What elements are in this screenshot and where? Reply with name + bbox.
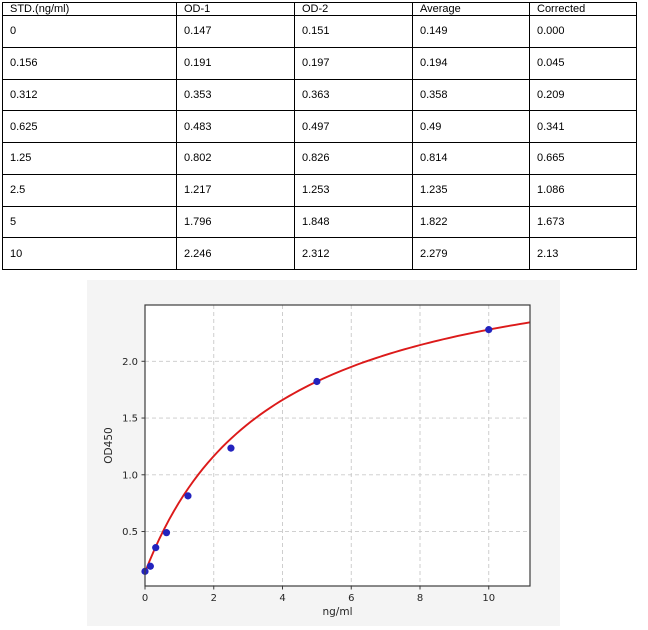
table-row: 2.5 1.217 1.253 1.235 1.086 <box>2 173 637 207</box>
table-cell: 0.151 <box>294 15 413 48</box>
plot-frame <box>144 304 531 587</box>
table-cell: 5 <box>2 205 177 239</box>
table-cell: 2.13 <box>529 237 637 270</box>
x-tick-label: 8 <box>417 593 423 604</box>
plot-area <box>145 305 530 586</box>
table-cell: 2.312 <box>294 237 413 270</box>
y-tick-label: 1.0 <box>122 470 138 481</box>
fit-curve <box>144 321 531 573</box>
data-point <box>485 326 493 334</box>
table-row: 10 2.246 2.312 2.279 2.13 <box>2 237 637 270</box>
data-point <box>227 444 235 452</box>
x-axis-label: ng/ml <box>322 606 352 618</box>
table-cell: 0.197 <box>294 46 413 80</box>
column-header: OD-1 <box>176 2 295 16</box>
x-tick-label: 4 <box>279 593 285 604</box>
table-cell: 1.086 <box>529 173 637 207</box>
y-tick-label: 0.5 <box>122 527 138 538</box>
table-row: 0.312 0.353 0.363 0.358 0.209 <box>2 78 637 112</box>
table-cell: 0.497 <box>294 110 413 143</box>
table-cell: 0.147 <box>176 15 295 48</box>
table-cell: 10 <box>2 237 177 270</box>
data-point <box>184 492 192 500</box>
table-cell: 2.5 <box>2 173 177 207</box>
table-cell: 0.194 <box>412 46 530 80</box>
column-header: Corrected <box>529 2 637 16</box>
y-axis-label: OD450 <box>103 427 115 463</box>
table-cell: 0.665 <box>529 142 637 175</box>
table-cell: 0.826 <box>294 142 413 175</box>
column-header: Average <box>412 2 530 16</box>
table-cell: 0.149 <box>412 15 530 48</box>
table-row: 0.625 0.483 0.497 0.49 0.341 <box>2 110 637 143</box>
table-cell: 0.156 <box>2 46 177 80</box>
table-cell: 1.848 <box>294 205 413 239</box>
table-cell: 0.802 <box>176 142 295 175</box>
table-row: 0 0.147 0.151 0.149 0.000 <box>2 15 637 48</box>
table-cell: 0.312 <box>2 78 177 112</box>
data-point <box>152 544 160 552</box>
table-cell: 2.246 <box>176 237 295 270</box>
table-cell: 0.358 <box>412 78 530 112</box>
table-cell: 1.235 <box>412 173 530 207</box>
table-row: 1.25 0.802 0.826 0.814 0.665 <box>2 142 637 175</box>
data-point <box>146 562 154 570</box>
standard-curve-plot: 0 2 4 6 8 10 0.5 1.0 1.5 2.0 ng/ml OD450 <box>103 304 531 618</box>
table-cell: 1.673 <box>529 205 637 239</box>
table-cell: 0.483 <box>176 110 295 143</box>
table-cell: 0.209 <box>529 78 637 112</box>
table-cell: 1.822 <box>412 205 530 239</box>
table-cell: 1.796 <box>176 205 295 239</box>
table-cell: 0 <box>2 15 177 48</box>
table-cell: 0.045 <box>529 46 637 80</box>
table-cell: 0.191 <box>176 46 295 80</box>
x-tick-label: 10 <box>482 593 495 604</box>
column-header: OD-2 <box>294 2 413 16</box>
x-tick-label: 6 <box>348 593 354 604</box>
table-cell: 0.625 <box>2 110 177 143</box>
table-cell: 2.279 <box>412 237 530 270</box>
data-point <box>162 529 171 537</box>
table-cell: 0.000 <box>529 15 637 48</box>
table-cell: 0.814 <box>412 142 530 175</box>
table-header-row: STD.(ng/ml) OD-1 OD-2 Average Corrected <box>2 2 637 16</box>
table-cell: 0.363 <box>294 78 413 112</box>
table-cell: 1.217 <box>176 173 295 207</box>
table-cell: 0.353 <box>176 78 295 112</box>
table-row: 0.156 0.191 0.197 0.194 0.045 <box>2 46 637 80</box>
standard-curve-figure: 0 2 4 6 8 10 0.5 1.0 1.5 2.0 ng/ml OD450 <box>87 280 560 626</box>
table-cell: 0.49 <box>412 110 530 143</box>
table-cell: 0.341 <box>529 110 637 143</box>
y-tick-label: 1.5 <box>122 414 138 425</box>
table-cell: 1.25 <box>2 142 177 175</box>
x-tick-label: 0 <box>142 593 148 604</box>
x-tick-label: 2 <box>211 593 217 604</box>
y-tick-label: 2.0 <box>122 357 138 368</box>
standards-table: STD.(ng/ml) OD-1 OD-2 Average Corrected 0 0.1… <box>2 2 637 270</box>
data-point <box>313 377 321 386</box>
table-cell: 1.253 <box>294 173 413 207</box>
table-row: 5 1.796 1.848 1.822 1.673 <box>2 205 637 239</box>
column-header: STD.(ng/ml) <box>2 2 177 16</box>
